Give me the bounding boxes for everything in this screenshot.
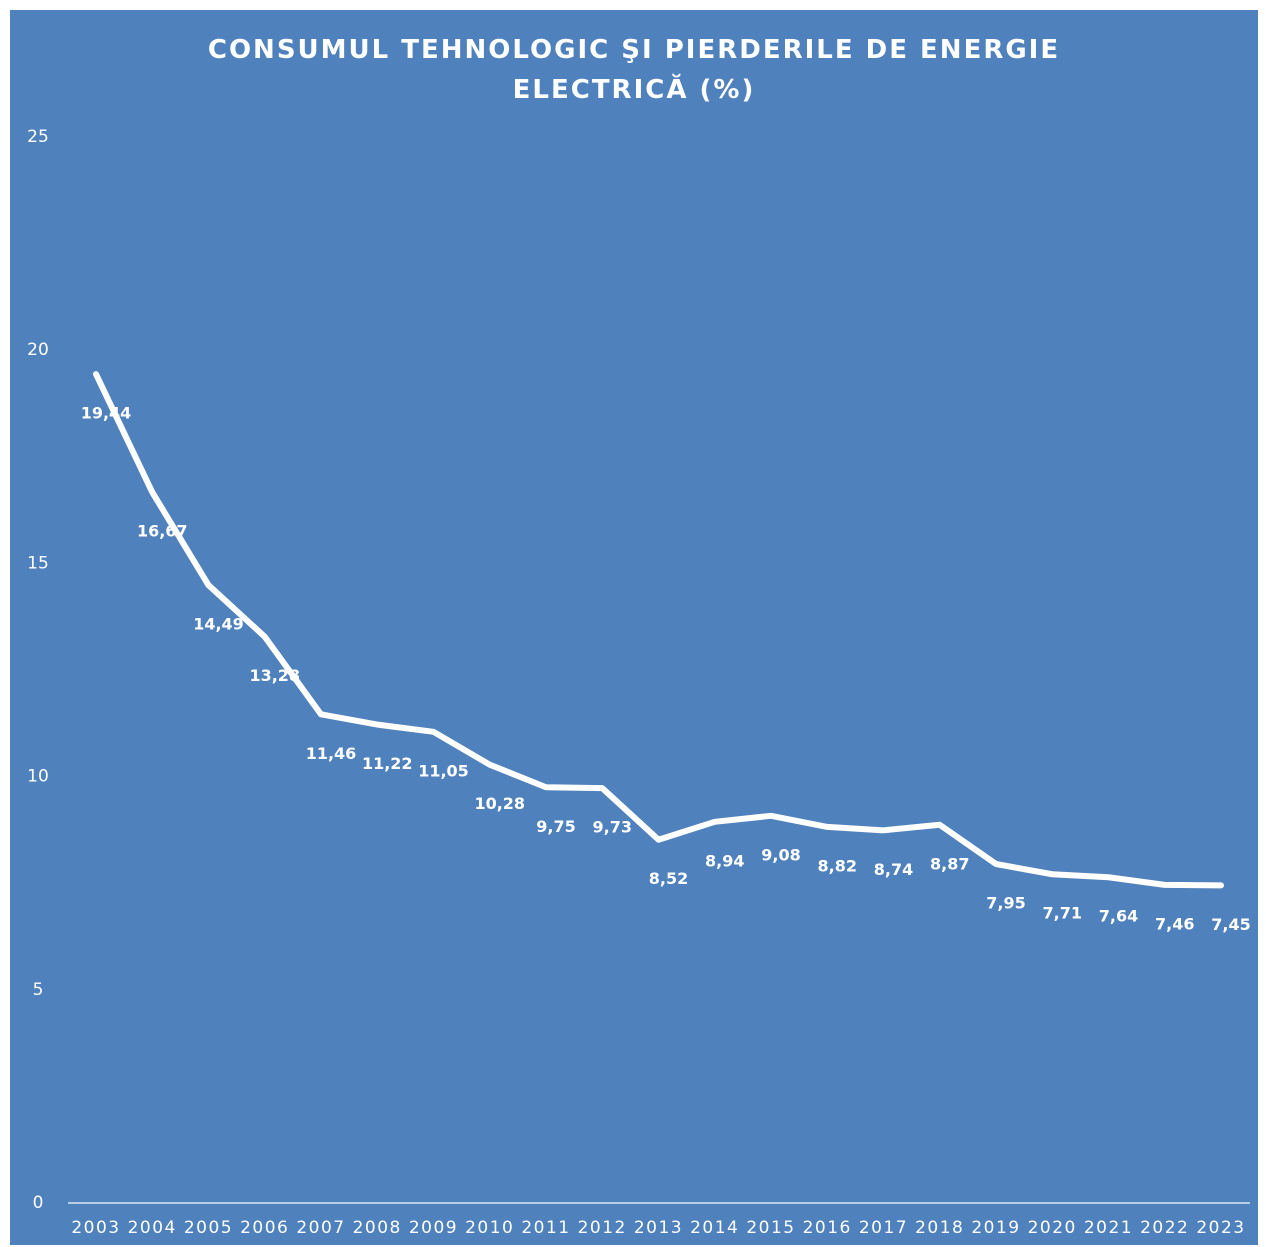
data-label: 11,05: [418, 761, 469, 780]
data-label: 13,28: [249, 666, 300, 685]
x-tick-label: 2019: [971, 1218, 1020, 1238]
x-tick-label: 2013: [634, 1218, 683, 1238]
x-tick-label: 2007: [296, 1218, 345, 1238]
x-tick-label: 2005: [184, 1218, 233, 1238]
data-label: 16,67: [137, 522, 188, 541]
x-tick-label: 2003: [71, 1218, 120, 1238]
data-label: 9,73: [593, 818, 632, 837]
data-label: 11,46: [306, 744, 357, 763]
x-tick-label: 2006: [240, 1218, 289, 1238]
data-label: 11,22: [362, 754, 413, 773]
x-tick-label: 2020: [1028, 1218, 1077, 1238]
data-label: 8,74: [874, 860, 913, 879]
data-label: 10,28: [474, 794, 525, 813]
x-tick-label: 2014: [690, 1218, 739, 1238]
x-tick-label: 2011: [521, 1218, 570, 1238]
data-label: 7,64: [1099, 907, 1138, 926]
x-tick-label: 2017: [859, 1218, 908, 1238]
x-tick-label: 2015: [746, 1218, 795, 1238]
y-tick-label: 20: [27, 340, 49, 360]
data-label: 19,44: [81, 404, 132, 423]
data-label: 8,87: [930, 854, 969, 873]
y-tick-label: 5: [33, 980, 44, 1000]
series-line: [93, 371, 1224, 889]
x-tick-label: 2018: [915, 1218, 964, 1238]
data-label: 9,08: [761, 845, 800, 864]
y-tick-label: 25: [27, 127, 49, 147]
data-label: 7,46: [1155, 914, 1194, 933]
y-tick-label: 15: [27, 553, 49, 573]
y-tick-label: 0: [33, 1193, 44, 1213]
background: [10, 10, 1258, 1245]
data-label: 8,94: [705, 851, 744, 870]
title-box: CONSUMUL TEHNOLOGIC ŞI PIERDERILE DE ENE…: [207, 35, 1061, 105]
x-tick-label: 2023: [1196, 1218, 1245, 1238]
x-tick-label: 2010: [465, 1218, 514, 1238]
x-tick-label: 2004: [128, 1218, 177, 1238]
data-label: 7,95: [986, 894, 1025, 913]
data-label: 7,45: [1211, 915, 1250, 934]
data-label: 14,49: [193, 615, 244, 634]
x-tick-label: 2021: [1084, 1218, 1133, 1238]
x-tick-label: 2008: [353, 1218, 402, 1238]
x-tick-label: 2022: [1140, 1218, 1189, 1238]
data-label: 8,82: [818, 856, 857, 875]
data-label: 7,71: [1043, 904, 1082, 923]
x-tick-label: 2009: [409, 1218, 458, 1238]
chart-title: CONSUMUL TEHNOLOGIC ŞI PIERDERILE DE ENE…: [207, 35, 1061, 105]
x-tick-label: 2016: [803, 1218, 852, 1238]
x-tick-label: 2012: [578, 1218, 627, 1238]
data-label: 8,52: [649, 869, 688, 888]
data-label: 9,75: [536, 817, 575, 836]
y-tick-label: 10: [27, 767, 49, 787]
